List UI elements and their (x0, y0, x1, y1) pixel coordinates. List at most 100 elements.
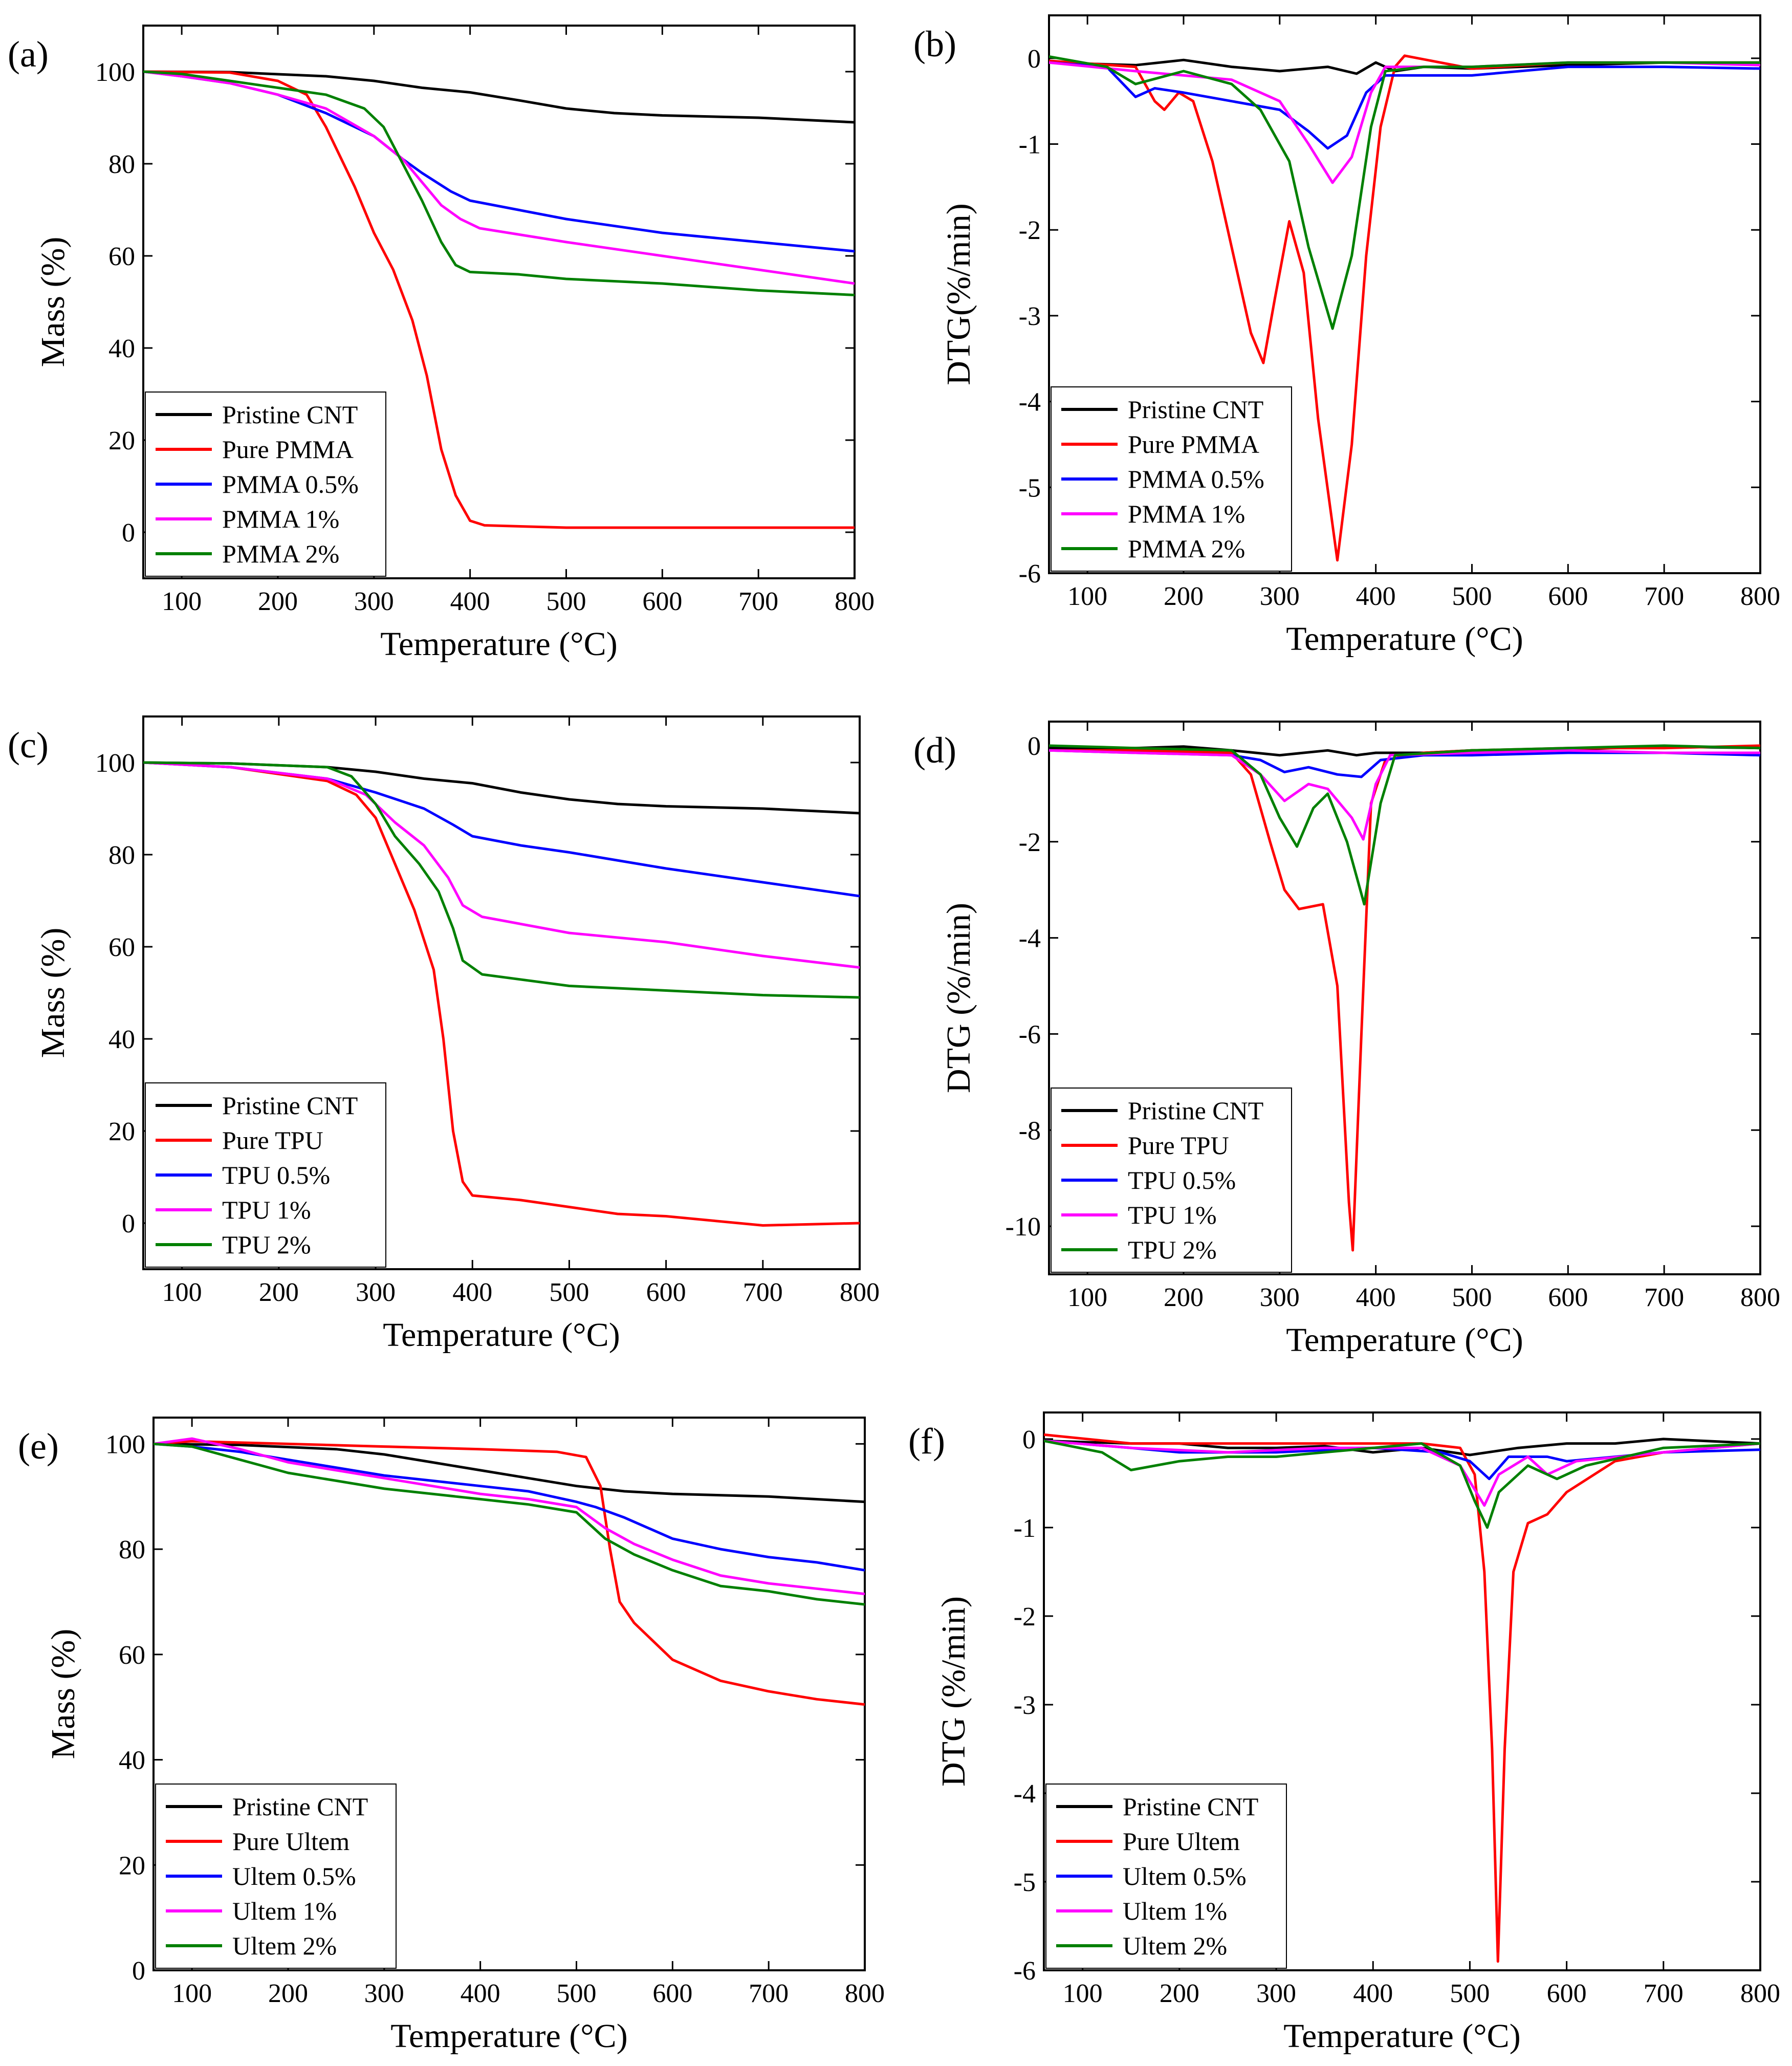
y-tick-label: 40 (108, 1025, 135, 1054)
series-line-ultem-2 (1044, 1439, 1760, 1529)
legend-label: Pristine CNT (232, 1792, 368, 1821)
legend-label: PMMA 2% (222, 539, 339, 568)
y-axis-title: DTG (%/min) (940, 903, 977, 1093)
panel-label: (e) (18, 1426, 59, 1467)
legend-label: Ultem 1% (1123, 1897, 1227, 1925)
legend: Pristine CNT Pure TPU TPU 0.5% TPU 1% TPU 2% (1051, 1088, 1292, 1273)
series-line-pristine-cnt (1049, 58, 1760, 75)
x-tick-label: 500 (1452, 1283, 1492, 1312)
x-tick-label: 700 (749, 1979, 789, 2008)
x-axis-title: Temperature (°C) (1286, 620, 1523, 658)
y-tick-label: -1 (1019, 131, 1041, 160)
y-tick-label: -10 (1006, 1212, 1041, 1242)
legend-label: TPU 2% (222, 1230, 311, 1259)
x-tick-label: 300 (1256, 1979, 1296, 2008)
chart-panel: 100 200 300 400 500 600 700 800 -6 -5 -4 -3 -2 -1 0 Tem… (913, 14, 1780, 658)
x-tick-label: 600 (652, 1979, 692, 2008)
y-tick-label: -2 (1019, 828, 1041, 857)
x-axis-title: Temperature (°C) (383, 1316, 620, 1354)
x-tick-label: 800 (840, 1278, 880, 1307)
y-tick-label: 0 (1022, 1425, 1036, 1454)
plot-frame (1048, 14, 1761, 574)
legend: Pristine CNT Pure Ultem Ultem 0.5% Ultem 1%… (155, 1784, 397, 1969)
plot-frame (142, 715, 861, 1270)
series-line-pmma-1 (1049, 61, 1760, 184)
y-tick-label: 100 (105, 1430, 145, 1459)
y-tick-label: 80 (108, 150, 135, 179)
x-tick-label: 400 (1356, 582, 1396, 611)
x-tick-label: 300 (1260, 582, 1300, 611)
legend-label: TPU 1% (222, 1195, 311, 1224)
y-tick-label: 0 (1028, 45, 1041, 74)
chart-panel: 100 200 300 400 500 600 700 800 0 20 40 60 80 100 Temp… (18, 1417, 885, 2055)
series-line-tpu-1 (1049, 749, 1760, 841)
panel-label: (b) (913, 24, 956, 64)
y-tick-label: 0 (132, 1956, 145, 1986)
x-axis-title: Temperature (°C) (1286, 1321, 1523, 1359)
y-axis-title: Mass (%) (34, 928, 72, 1058)
plot-frame (142, 25, 856, 579)
legend-label: Pure TPU (1128, 1131, 1229, 1160)
chart-panel: 100 200 300 400 500 600 700 800 -10 -8 -6 -4 -2 0 Temp… (913, 721, 1780, 1359)
x-tick-label: 700 (738, 587, 778, 616)
x-tick-label: 100 (1067, 582, 1107, 611)
x-axis-title: Temperature (°C) (390, 2017, 627, 2055)
series-line-ultem-1 (154, 1437, 865, 1596)
series-line-pristine-cnt (143, 70, 855, 124)
legend-label: PMMA 0.5% (1128, 465, 1264, 493)
y-tick-label: 60 (108, 242, 135, 271)
legend-label: Pristine CNT (222, 1091, 358, 1120)
panel-label: (f) (908, 1421, 945, 1462)
series-lines (143, 70, 855, 529)
series-lines (143, 761, 860, 1227)
legend-label: Ultem 2% (232, 1931, 337, 1960)
x-tick-label: 400 (1353, 1979, 1393, 2008)
x-tick-label: 400 (1356, 1283, 1396, 1312)
y-tick-label: -6 (1019, 559, 1041, 589)
series-lines (1049, 54, 1760, 562)
y-tick-label: -5 (1019, 473, 1041, 503)
x-tick-label: 300 (1260, 1283, 1300, 1312)
x-tick-label: 700 (1644, 1283, 1684, 1312)
y-tick-label: -3 (1014, 1691, 1036, 1720)
x-tick-label: 200 (268, 1979, 308, 2008)
x-tick-label: 700 (1644, 582, 1684, 611)
x-tick-label: 100 (162, 587, 202, 616)
panel-label: (a) (8, 34, 49, 75)
x-tick-label: 700 (743, 1278, 783, 1307)
legend-label: Ultem 1% (232, 1897, 337, 1925)
y-axis-title: DTG(%/min) (940, 203, 977, 385)
x-tick-label: 100 (1067, 1283, 1107, 1312)
y-axis-title: Mass (%) (45, 1629, 82, 1759)
y-tick-label: 20 (108, 426, 135, 455)
series-line-ultem-0-5 (1044, 1439, 1760, 1481)
x-tick-label: 500 (549, 1278, 589, 1307)
x-tick-label: 200 (1164, 582, 1204, 611)
x-tick-label: 400 (450, 587, 490, 616)
legend: Pristine CNT Pure PMMA PMMA 0.5% PMMA 1% PMM… (145, 392, 386, 577)
legend-label: Ultem 0.5% (232, 1862, 356, 1890)
legend-label: TPU 1% (1128, 1201, 1217, 1229)
legend-label: PMMA 0.5% (222, 470, 359, 498)
series-line-tpu-1 (143, 761, 860, 969)
x-tick-label: 800 (1740, 1283, 1780, 1312)
y-tick-label: 0 (122, 1209, 135, 1238)
y-axis-title: Mass (%) (34, 237, 72, 367)
y-tick-label: -6 (1019, 1020, 1041, 1049)
y-tick-label: -5 (1014, 1868, 1036, 1897)
y-tick-label: -2 (1014, 1602, 1036, 1632)
y-tick-label: -1 (1014, 1514, 1036, 1543)
x-tick-label: 200 (259, 1278, 299, 1307)
x-tick-label: 500 (546, 587, 586, 616)
x-tick-label: 200 (1164, 1283, 1204, 1312)
legend-label: TPU 0.5% (1128, 1166, 1236, 1194)
x-tick-label: 800 (835, 587, 875, 616)
y-tick-label: 20 (108, 1117, 135, 1146)
chart-panel: 100 200 300 400 500 600 700 800 0 20 40 60 80 100 Temp… (8, 715, 880, 1354)
y-tick-label: 100 (95, 749, 135, 778)
x-tick-label: 300 (354, 587, 394, 616)
series-line-pure-pmma (1049, 54, 1760, 562)
legend-label: TPU 2% (1128, 1235, 1217, 1264)
x-tick-label: 600 (1547, 1979, 1587, 2008)
